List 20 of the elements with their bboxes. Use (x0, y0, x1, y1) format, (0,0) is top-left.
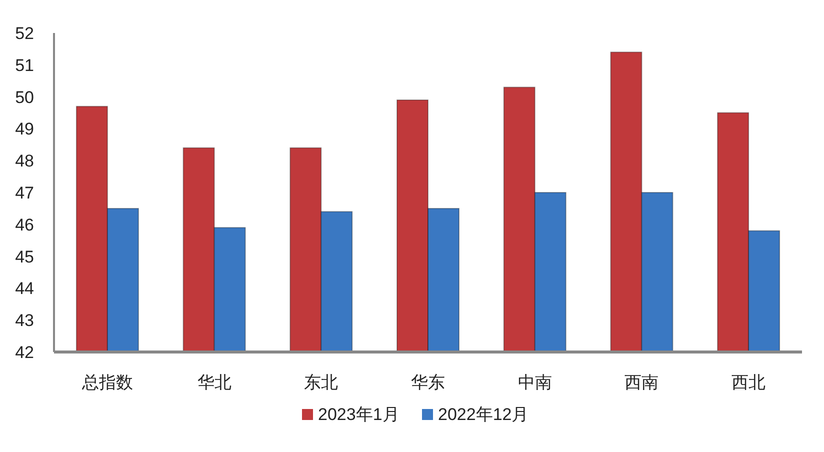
y-tick-label: 52 (15, 24, 34, 43)
x-tick-label: 总指数 (80, 373, 133, 392)
y-tick-label: 50 (15, 88, 34, 107)
y-tick-label: 43 (15, 311, 34, 330)
y-tick-label: 47 (15, 184, 34, 202)
y-tick-label: 48 (15, 152, 34, 171)
x-tick-label: 西北 (732, 373, 766, 392)
y-tick-label: 46 (15, 215, 34, 234)
x-tick-label: 东北 (304, 373, 338, 392)
y-tick-label: 45 (15, 247, 34, 266)
x-tick-label: 中南 (518, 373, 552, 392)
legend-label: 2022年12月 (438, 405, 529, 424)
y-tick-label: 51 (15, 56, 34, 75)
x-tick-label: 西南 (624, 373, 659, 392)
y-tick-label: 49 (15, 120, 34, 139)
y-tick-label: 42 (15, 343, 34, 362)
x-tick-label: 华北 (197, 373, 232, 392)
legend-label: 2023年1月 (318, 405, 400, 424)
y-tick-label: 44 (15, 279, 34, 298)
x-tick-label: 华东 (411, 373, 445, 392)
